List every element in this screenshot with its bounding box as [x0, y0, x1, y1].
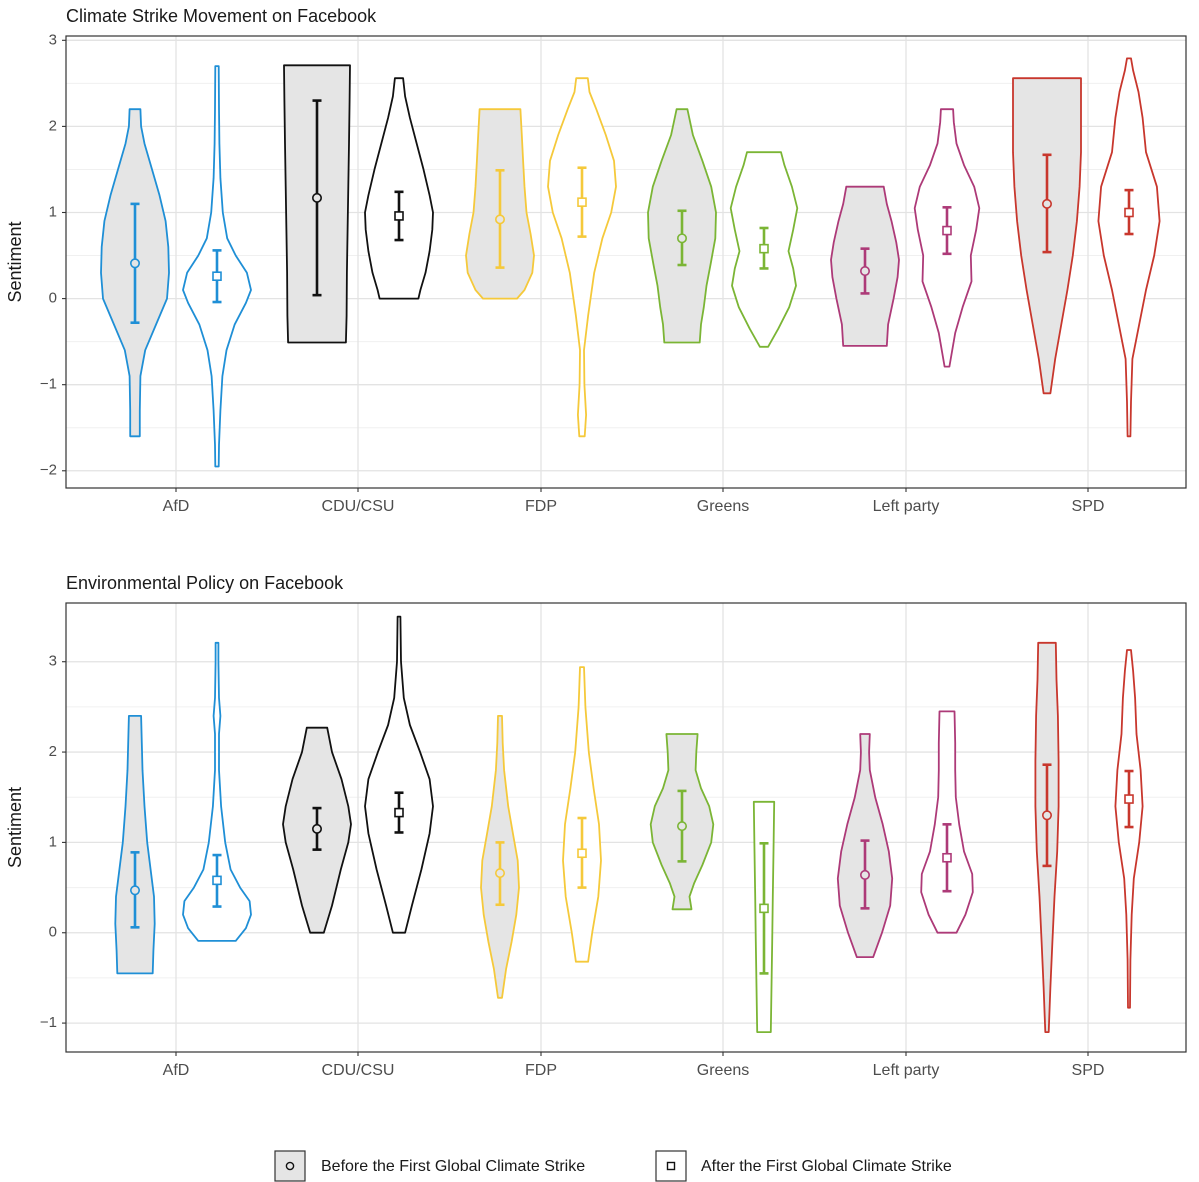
- violin-spd-after: [1114, 649, 1144, 1009]
- violin-left-party-after: [913, 108, 981, 368]
- x-tick-label: FDP: [525, 1062, 557, 1079]
- x-tick-label: AfD: [163, 498, 190, 515]
- mean-point-square: [759, 243, 769, 254]
- mean-point-circle: [130, 258, 141, 269]
- plot-background: [66, 603, 1186, 1052]
- x-tick-label: Greens: [697, 1062, 749, 1079]
- violin-shape: [364, 615, 434, 934]
- legend-label-after: After the First Global Climate Strike: [701, 1158, 952, 1175]
- mean-point-square: [1124, 207, 1134, 218]
- mean-point-square: [1124, 794, 1134, 804]
- x-tick-label: Left party: [873, 1062, 940, 1079]
- violin-afd-before: [114, 715, 156, 975]
- panel-border: [65, 35, 1187, 489]
- mean-point-circle: [311, 823, 322, 834]
- legend-label-before: Before the First Global Climate Strike: [321, 1158, 585, 1175]
- y-axis-label: Sentiment: [5, 787, 25, 868]
- panel-border: [65, 602, 1187, 1053]
- legend: Before the First Global Climate Strike Af…: [274, 1150, 952, 1182]
- y-tick-label: 3: [49, 31, 57, 48]
- violin-fdp-after: [562, 666, 602, 963]
- x-tick-label: CDU/CSU: [322, 1062, 395, 1079]
- violin-afd-before: [100, 108, 170, 438]
- y-tick-label: −1: [40, 1014, 57, 1031]
- x-tick-label: FDP: [525, 498, 557, 515]
- mean-point-circle: [859, 869, 870, 880]
- x-tick-label: Greens: [697, 498, 749, 515]
- y-tick-label: 3: [49, 653, 57, 670]
- violin-shape: [547, 77, 617, 438]
- violin-fdp-before: [465, 108, 535, 300]
- mean-point-square: [394, 211, 404, 221]
- x-tick-label: AfD: [163, 1062, 190, 1079]
- legend-marker-circle: [285, 1161, 295, 1171]
- y-tick-label: 1: [49, 203, 57, 220]
- violin-cdu-csu-after: [364, 615, 434, 934]
- mean-point-square: [212, 875, 222, 886]
- violin-left-party-after: [920, 710, 974, 934]
- panel-1: Climate Strike Movement on Facebook −2 −1 0…: [5, 6, 1187, 515]
- y-tick-label: −1: [40, 376, 57, 393]
- x-tick-label: Left party: [873, 498, 940, 515]
- mean-point-circle: [130, 885, 141, 896]
- violin-shape: [114, 715, 156, 975]
- x-tick-label: SPD: [1072, 498, 1105, 515]
- violin-greens-after: [729, 151, 799, 348]
- violin-spd-before: [1034, 641, 1060, 1033]
- panel-2: Environmental Policy on Facebook −1 0 1 2 3 Af…: [5, 573, 1187, 1079]
- violin-shape: [364, 77, 434, 300]
- violin-shape: [1097, 57, 1161, 438]
- mean-point-circle: [1042, 198, 1053, 209]
- mean-point-square: [942, 852, 952, 863]
- panel-title: Climate Strike Movement on Facebook: [66, 6, 377, 26]
- violin-cdu-csu-before: [282, 726, 352, 934]
- violin-greens-before: [647, 108, 717, 344]
- violin-fdp-after: [547, 77, 617, 438]
- mean-point-circle: [311, 192, 322, 203]
- mean-point-circle: [859, 266, 870, 277]
- violin-spd-after: [1097, 57, 1161, 438]
- legend-marker-square: [666, 1161, 676, 1171]
- violin-cdu-csu-before: [283, 64, 351, 344]
- violin-shape: [1114, 649, 1144, 1009]
- y-tick-label: 2: [49, 117, 57, 134]
- violin-left-party-before: [836, 733, 894, 958]
- mean-point-square: [577, 848, 587, 859]
- mean-point-circle: [494, 214, 505, 225]
- mean-point-square: [577, 197, 587, 207]
- violin-shape: [182, 641, 252, 942]
- plot-background: [66, 36, 1186, 488]
- y-tick-label: 0: [49, 924, 57, 941]
- panel-title: Environmental Policy on Facebook: [66, 573, 344, 593]
- violin-greens-after: [752, 800, 776, 1033]
- mean-point-square: [212, 271, 222, 282]
- y-tick-label: 1: [49, 833, 57, 850]
- y-tick-label: 2: [49, 743, 57, 760]
- violin-spd-before: [1012, 77, 1082, 395]
- violin-afd-after: [182, 641, 252, 942]
- y-tick-label: −2: [40, 462, 57, 479]
- x-tick-label: CDU/CSU: [322, 498, 395, 515]
- violin-shape: [920, 710, 974, 934]
- mean-point-square: [759, 903, 769, 914]
- mean-point-circle: [494, 868, 505, 879]
- y-axis-label: Sentiment: [5, 221, 25, 302]
- mean-point-circle: [676, 821, 687, 832]
- violin-afd-after: [182, 65, 252, 468]
- mean-point-circle: [676, 233, 687, 244]
- mean-point-circle: [1042, 810, 1053, 821]
- violin-fdp-before: [480, 715, 520, 999]
- mean-point-square: [394, 807, 404, 818]
- violin-shape: [562, 666, 602, 963]
- violin-greens-before: [649, 733, 715, 911]
- mean-point-square: [942, 225, 952, 236]
- x-tick-label: SPD: [1072, 1062, 1105, 1079]
- violin-left-party-before: [830, 185, 900, 347]
- violin-cdu-csu-after: [364, 77, 434, 300]
- y-tick-label: 0: [49, 290, 57, 307]
